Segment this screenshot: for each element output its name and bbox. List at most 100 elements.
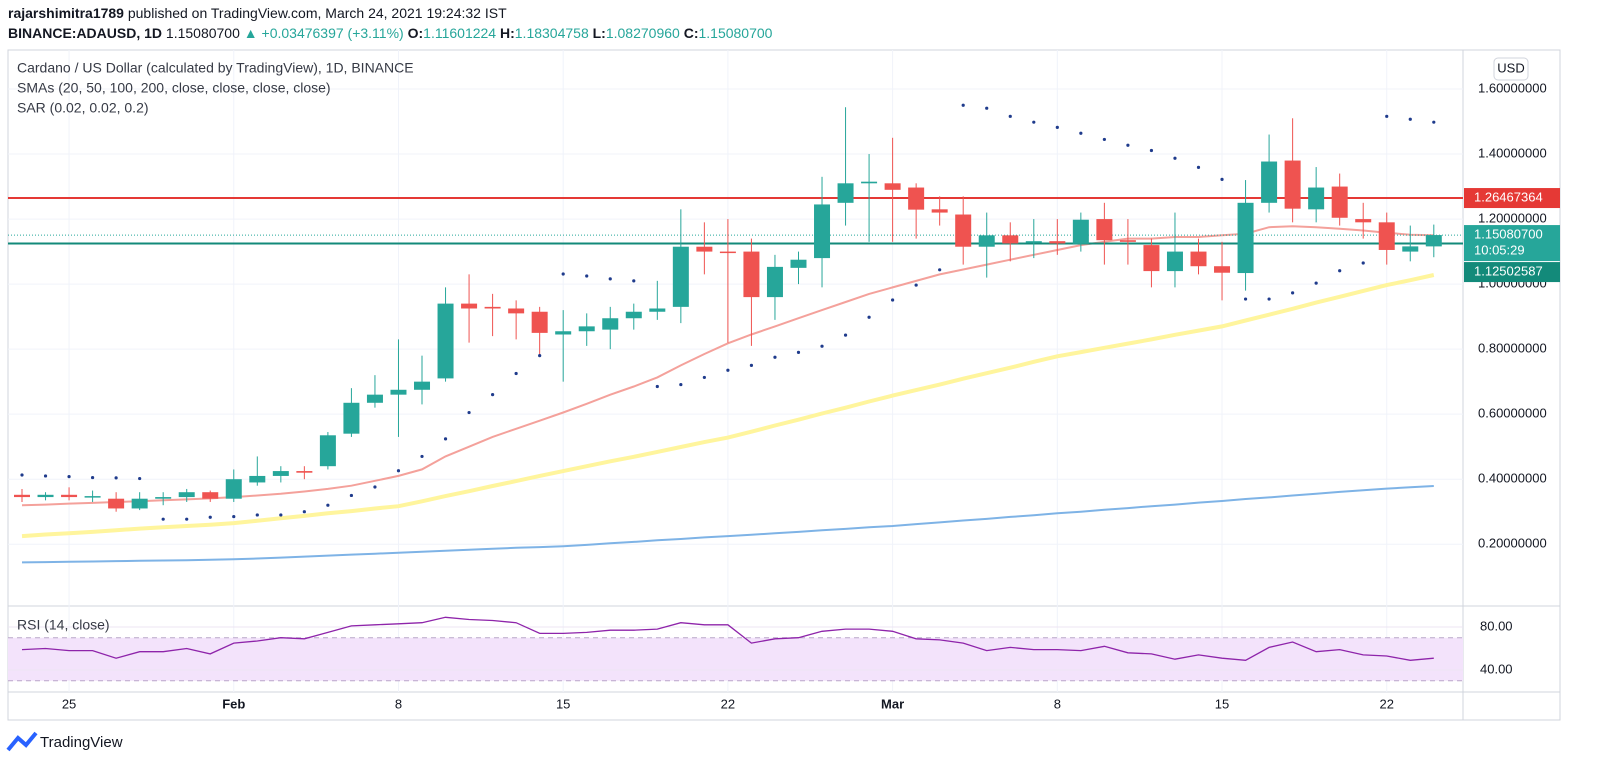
candle-body [1214, 266, 1231, 273]
x-tick-label: 22 [1380, 696, 1394, 711]
price-label: 10:05:29 [1474, 243, 1525, 258]
sar-dot [702, 375, 706, 380]
c-label: C: [683, 25, 699, 41]
candle-body [790, 259, 807, 268]
sar-dot [1032, 120, 1036, 124]
candle-body [249, 475, 266, 483]
candle-body [1355, 219, 1372, 223]
l-label: L: [592, 25, 606, 41]
header-line-2: BINANCE:ADAUSD, 1D 1.15080700 ▲ +0.03476… [8, 25, 772, 41]
sar-dot [514, 371, 518, 376]
price-label-box [1464, 188, 1560, 209]
last: 1.15080700 [165, 25, 240, 41]
sar-dot [1055, 125, 1059, 129]
currency-button[interactable] [1493, 57, 1529, 81]
candle-body [1072, 219, 1089, 244]
candle-body [155, 497, 172, 499]
frame [7, 49, 1561, 721]
symbol: BINANCE:ADAUSD, 1D [8, 25, 163, 41]
y-tick-label: 80.00 [1480, 618, 1513, 633]
sar-dot [491, 393, 495, 397]
candle-body [61, 494, 78, 498]
candle-body [1308, 187, 1325, 210]
sar-dot [396, 469, 401, 473]
candle-body [37, 494, 54, 498]
candle-body [319, 435, 336, 467]
low: 1.08270960 [605, 25, 680, 41]
sar-dot [938, 268, 942, 272]
logo-icon [6, 731, 38, 752]
sar-dot [1338, 269, 1342, 273]
sar-dot [1408, 117, 1412, 121]
candle-body [1049, 241, 1066, 244]
candle-body [508, 308, 525, 314]
candle-body [955, 214, 972, 247]
sar-dot [232, 514, 236, 519]
candle-body [390, 389, 407, 395]
chart-title: Cardano / US Dollar (calculated by Tradi… [17, 60, 414, 76]
x-tick-label: 25 [62, 696, 76, 711]
candle-body [908, 187, 925, 210]
sar-dot [891, 298, 895, 302]
price-label: 1.15080700 [1474, 227, 1543, 242]
author: rajarshimitra1789 [8, 5, 124, 21]
candle-body [719, 251, 736, 254]
sar-dot [632, 279, 636, 283]
sar-dot [1102, 137, 1106, 142]
sar-dot [255, 513, 259, 517]
y-tick-label: 1.40000000 [1478, 145, 1547, 160]
sma-line [21, 273, 1435, 539]
header-line-1: rajarshimitra1789 published on TradingVi… [8, 5, 507, 21]
candle-body [1025, 241, 1042, 243]
sar-dot [749, 363, 754, 367]
change: +0.03476397 (+3.11%) [261, 25, 404, 41]
sar-dot [302, 510, 306, 514]
sar-dot [1243, 297, 1248, 301]
sar-dot [1361, 261, 1365, 265]
sar-dot [114, 476, 118, 480]
sar-dot [67, 474, 71, 479]
candle-body [84, 496, 101, 498]
currency[interactable]: USD [1497, 60, 1524, 75]
sar-dot [1385, 114, 1389, 118]
sar-dot [1149, 148, 1154, 153]
candle-body [1119, 240, 1136, 242]
sar-dot [985, 106, 989, 110]
sar-dot [796, 350, 801, 354]
candle-body [743, 251, 760, 298]
sar-dot [161, 517, 165, 521]
candle-body [131, 498, 148, 509]
sar-dot [185, 517, 189, 521]
sar-dot [679, 382, 683, 387]
logo [6, 731, 38, 752]
published: published on TradingView.com, March 24, … [127, 5, 507, 21]
price-label-box [1464, 225, 1560, 262]
candle-body [108, 498, 125, 509]
candle-body [625, 311, 642, 319]
o-label: O: [407, 25, 424, 41]
sma-legend: SMAs (20, 50, 100, 200, close, close, cl… [17, 80, 331, 96]
candle-body [414, 381, 431, 390]
sar-dot [1314, 281, 1318, 285]
sar-dot [773, 355, 777, 359]
sar-dot [961, 103, 965, 107]
price-label: 1.12502587 [1474, 264, 1543, 279]
sar-dot [138, 476, 142, 481]
sar-dot [585, 274, 589, 278]
candle-body [1190, 251, 1207, 267]
sar-dot [349, 493, 354, 498]
sar-dot [1291, 291, 1295, 295]
sar-dot [867, 315, 871, 319]
candle-body [861, 181, 878, 184]
candle-body [202, 492, 219, 499]
rsi-band [8, 637, 1463, 681]
candle-body [1425, 235, 1442, 247]
candle-body [555, 331, 572, 335]
sar-dot [420, 454, 424, 459]
candle-body [978, 235, 995, 247]
candle-body [1402, 246, 1419, 252]
sar-dot [43, 474, 48, 478]
rsi-line [21, 616, 1434, 661]
